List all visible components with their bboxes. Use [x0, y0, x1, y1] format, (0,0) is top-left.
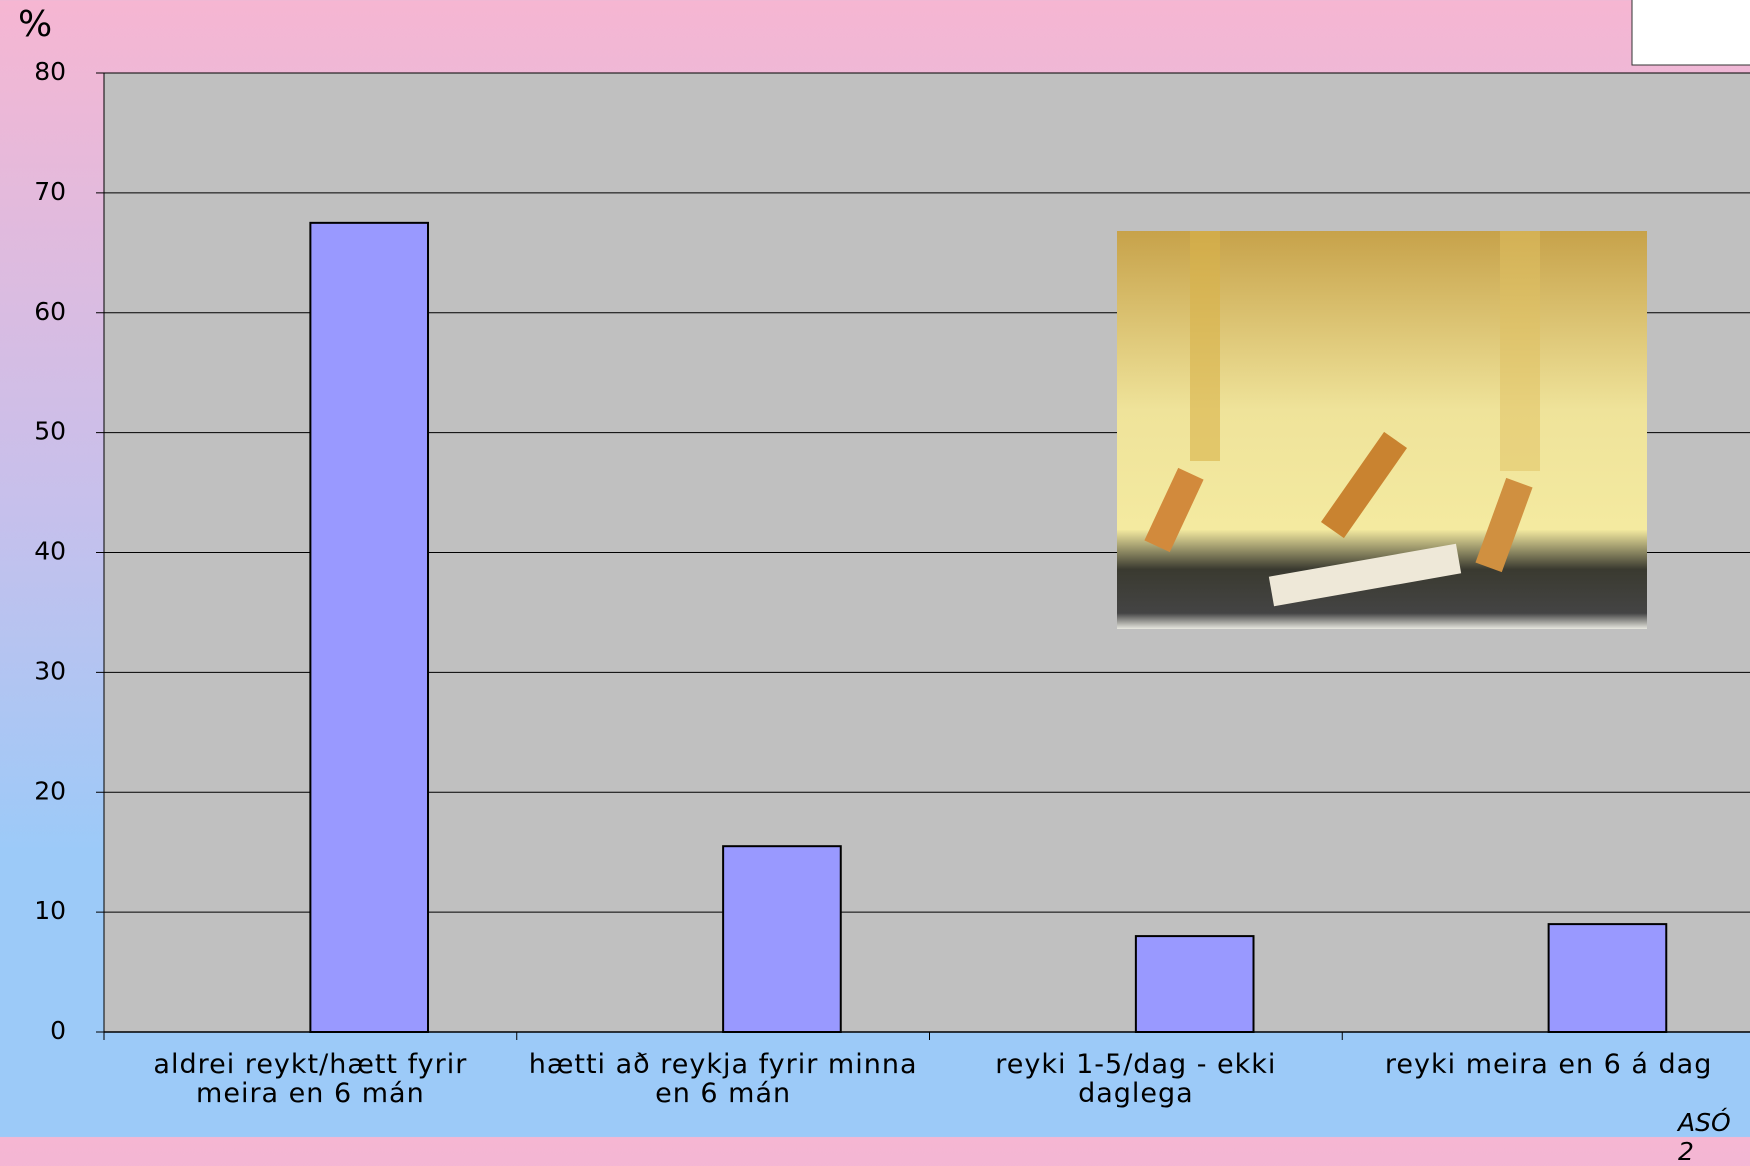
bar [1547, 923, 1668, 1033]
footnote: ASÓ 2 [1678, 1108, 1731, 1166]
x-tick-label: hætti að reykja fyrir minna en 6 mán [528, 1049, 918, 1109]
y-axis-label: % [18, 4, 52, 45]
y-tick-label: 10 [34, 896, 66, 925]
corner-image [1631, 0, 1750, 66]
y-tick-label: 70 [34, 177, 66, 206]
y-tick-label: 80 [34, 57, 66, 86]
y-tick-label: 0 [50, 1016, 66, 1045]
y-tick-label: 20 [34, 776, 66, 805]
bar [1134, 935, 1255, 1033]
chart: 0 10 20 30 40 50 60 70 80 % [18, 0, 1750, 1045]
bar [309, 221, 430, 1033]
bar [722, 845, 842, 1033]
y-tick-label: 30 [34, 656, 66, 685]
y-tick-label: 50 [34, 417, 66, 446]
x-tick-label: reyki 1-5/dag - ekki daglega [995, 1049, 1277, 1109]
x-tick-label: aldrei reykt/hætt fyrir meira en 6 mán [153, 1049, 468, 1109]
x-tick-label: reyki meira en 6 á dag [1384, 1049, 1713, 1080]
y-tick-label: 40 [34, 537, 66, 566]
y-tick-label: 60 [34, 297, 66, 326]
photo [1117, 231, 1647, 629]
